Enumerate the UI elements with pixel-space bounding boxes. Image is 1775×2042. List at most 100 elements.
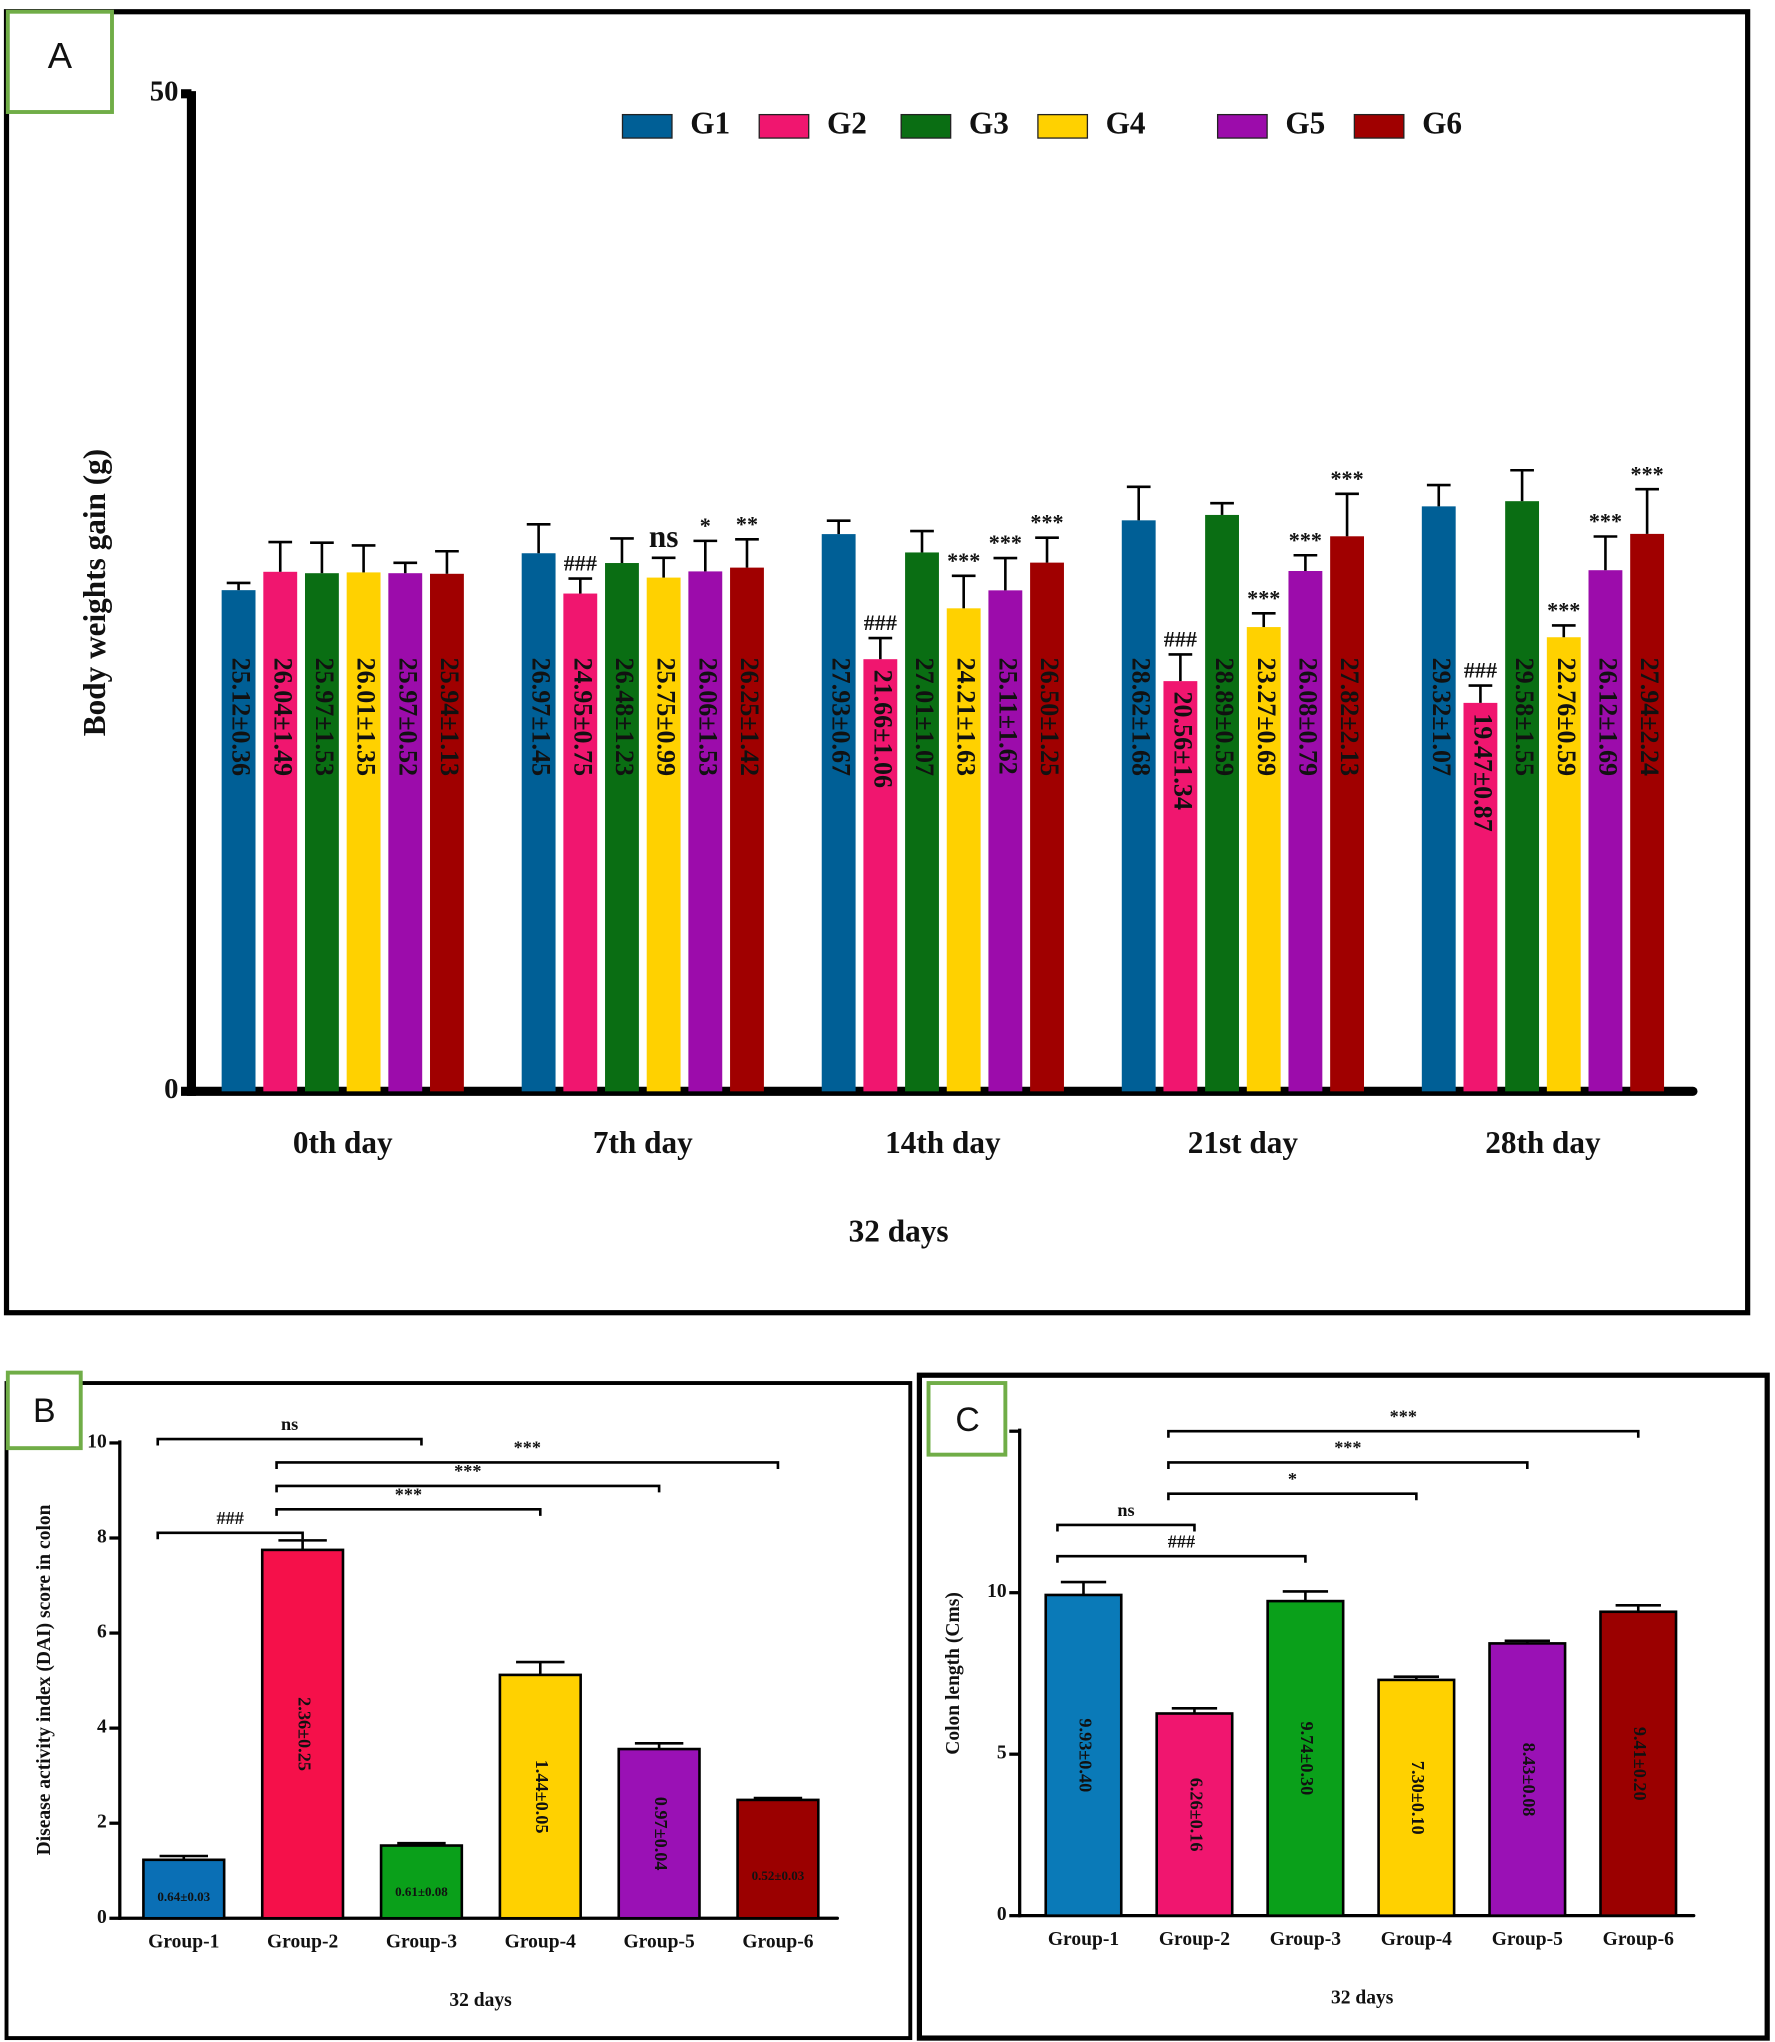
value-label: 29.58±1.55: [1510, 658, 1539, 776]
panel-letter-box: [5, 9, 114, 114]
legend-swatch: [621, 113, 673, 139]
panel-frame: [3, 9, 1751, 1316]
bar: [905, 552, 939, 1092]
panel-letter: C: [955, 1401, 979, 1439]
bar: [1630, 533, 1665, 1092]
value-label: 1.44±0.05: [532, 1760, 552, 1834]
significance-label: ns: [1117, 1500, 1134, 1520]
bar: [1588, 570, 1623, 1092]
bar: [1163, 681, 1198, 1092]
bar: [821, 534, 856, 1092]
bar: [1421, 506, 1456, 1092]
value-label: 27.93±0.67: [827, 658, 856, 776]
bar: [1121, 520, 1156, 1092]
bar: [617, 1747, 701, 1920]
value-label: 19.47±0.87: [1468, 713, 1497, 831]
bar: [1377, 1678, 1456, 1917]
bar: [988, 590, 1023, 1092]
bar: [605, 563, 639, 1092]
x-tick-label: Group-6: [742, 1931, 813, 1952]
value-label: 26.08±0.79: [1293, 658, 1322, 776]
y-tick-label: 5: [997, 1743, 1007, 1764]
value-label: 27.82±2.13: [1335, 658, 1364, 776]
panel-letter: A: [48, 35, 73, 76]
value-label: 2.36±0.25: [294, 1697, 314, 1771]
significance-label: *: [1288, 1469, 1297, 1489]
value-label: 9.74±0.30: [1297, 1721, 1317, 1795]
value-label: 27.94±2.24: [1635, 658, 1664, 776]
x-tick-label: 7th day: [593, 1125, 693, 1160]
bar: [1155, 1712, 1234, 1917]
significance-label: ***: [1330, 466, 1363, 491]
value-label: 25.75±0.99: [652, 658, 681, 776]
y-tick-label: 6: [97, 1622, 107, 1643]
y-tick-label: 2: [97, 1812, 107, 1833]
y-tick-label: 10: [987, 1581, 1007, 1602]
panel-letter-box: [5, 1370, 83, 1451]
panel-frame: [4, 1381, 913, 2041]
y-tick-label: 10: [87, 1431, 107, 1452]
significance-bracket: [1167, 1492, 1418, 1501]
bar: [388, 573, 423, 1092]
value-label: 24.95±0.75: [568, 658, 597, 776]
significance-label: ###: [564, 551, 597, 576]
legend-swatch: [1037, 113, 1089, 139]
bar: [521, 553, 556, 1092]
value-label: 22.76±0.59: [1552, 658, 1581, 776]
x-tick-label: Group-3: [1270, 1929, 1341, 1950]
value-label: 25.97±1.53: [310, 658, 339, 776]
value-label: 21.66±1.06: [868, 670, 897, 788]
x-tick-label: Group-5: [624, 1931, 695, 1952]
value-label: 0.61±0.08: [395, 1884, 448, 1899]
value-label: 20.56±1.34: [1168, 692, 1197, 810]
y-tick-label: 4: [97, 1717, 107, 1738]
bar: [221, 590, 256, 1092]
bar: [946, 608, 981, 1092]
x-tick-label: 14th day: [885, 1125, 1001, 1160]
legend-swatch: [758, 113, 810, 139]
legend-swatch: [900, 113, 952, 139]
x-axis-title: 32 days: [849, 1214, 949, 1249]
value-label: 24.21±1.63: [952, 658, 981, 776]
legend-label: G6: [1422, 106, 1462, 141]
y-tick-label: 8: [97, 1526, 107, 1547]
x-tick-label: Group-1: [1048, 1929, 1119, 1950]
value-label: 25.97±0.52: [393, 658, 422, 776]
legend-swatch: [1353, 113, 1405, 139]
y-axis-title: Body weights gain (g): [77, 449, 112, 736]
value-label: 25.12±0.36: [227, 658, 256, 776]
x-tick-label: Group-1: [148, 1931, 219, 1952]
bar: [563, 593, 598, 1092]
value-label: 26.04±1.49: [268, 658, 297, 776]
value-label: 25.94±1.13: [435, 658, 464, 776]
value-label: 26.48±1.23: [610, 658, 639, 776]
significance-label: ***: [1334, 1438, 1361, 1458]
significance-label: ***: [395, 1485, 422, 1505]
legend-label: G2: [827, 106, 867, 141]
significance-label: ###: [1164, 626, 1197, 651]
value-label: 0.64±0.03: [157, 1889, 210, 1904]
significance-bracket: [156, 1437, 423, 1446]
panel-letter: B: [33, 1392, 56, 1430]
x-axis-title: 32 days: [1331, 1987, 1394, 2008]
bar: [1330, 536, 1365, 1092]
bar: [730, 567, 764, 1092]
bar: [1463, 702, 1498, 1092]
significance-bracket: [1167, 1429, 1640, 1438]
significance-bracket: [156, 1531, 304, 1540]
x-tick-label: Group-2: [267, 1931, 338, 1952]
y-tick-label: 0: [164, 1073, 178, 1105]
significance-label: ***: [1247, 585, 1280, 610]
significance-label: ***: [947, 548, 980, 573]
legend-label: G5: [1285, 106, 1325, 141]
y-axis-title: Colon length (Cms): [943, 1592, 964, 1755]
value-label: 23.27±0.69: [1252, 658, 1281, 776]
significance-label: ###: [1464, 658, 1497, 683]
value-label: 27.01±1.07: [910, 658, 939, 776]
bar: [379, 1844, 464, 1920]
bar: [142, 1858, 226, 1920]
value-label: 26.01±1.35: [352, 658, 381, 776]
x-axis-title: 32 days: [449, 1990, 512, 2011]
